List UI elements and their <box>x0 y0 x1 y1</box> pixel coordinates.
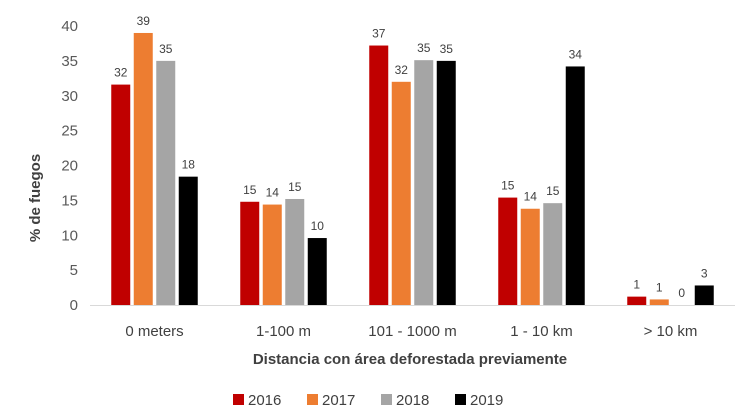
y-tick-label: 5 <box>70 262 78 279</box>
data-label-2017-3: 14 <box>524 190 538 204</box>
x-category-label: 0 meters <box>125 323 183 340</box>
bar-2016-0 <box>111 84 131 305</box>
data-label-2019-0: 18 <box>182 158 196 172</box>
legend-label-2018: 2018 <box>396 392 429 409</box>
bar-2017-1 <box>262 204 282 305</box>
bar-2018-1 <box>285 198 305 305</box>
bar-2019-1 <box>307 238 327 305</box>
x-category-label: 1-100 m <box>256 323 311 340</box>
data-label-2018-2: 35 <box>417 41 431 55</box>
bar-2016-1 <box>240 201 260 305</box>
bar-2019-3 <box>565 66 585 305</box>
legend-label-2019: 2019 <box>470 392 503 409</box>
legend-label-2016: 2016 <box>248 392 281 409</box>
x-category-label: 101 - 1000 m <box>368 323 456 340</box>
y-axis-ticks: 0 5 10 15 20 25 30 35 40 <box>61 18 78 314</box>
bars <box>111 32 714 305</box>
bar-2017-4 <box>649 299 669 305</box>
bar-2018-3 <box>543 203 563 305</box>
x-axis-title: Distancia con área deforestada previamen… <box>253 351 567 368</box>
legend-swatch-2016 <box>233 394 244 405</box>
bar-2019-0 <box>178 176 198 305</box>
legend: 2016 2017 2018 2019 <box>233 392 503 409</box>
legend-swatch-2019 <box>455 394 466 405</box>
data-label-2016-2: 37 <box>372 27 386 41</box>
data-label-2016-0: 32 <box>114 66 128 80</box>
data-label-2017-0: 39 <box>137 14 151 28</box>
y-tick-label: 40 <box>61 18 78 35</box>
y-tick-label: 0 <box>70 297 78 314</box>
data-label-2018-3: 15 <box>546 184 560 198</box>
legend-swatch-2018 <box>381 394 392 405</box>
y-tick-label: 30 <box>61 88 78 105</box>
data-label-2017-2: 32 <box>395 63 409 77</box>
data-label-2019-3: 34 <box>569 47 583 61</box>
y-tick-label: 10 <box>61 227 78 244</box>
bar-2018-0 <box>156 60 176 305</box>
data-label-2016-3: 15 <box>501 179 515 193</box>
bar-2019-4 <box>694 285 714 305</box>
data-label-2018-4: 0 <box>678 286 685 300</box>
data-label-2017-4: 1 <box>656 280 663 294</box>
y-tick-label: 15 <box>61 192 78 209</box>
data-label-2019-2: 35 <box>440 42 454 56</box>
x-category-label: 1 - 10 km <box>510 323 573 340</box>
data-label-2016-1: 15 <box>243 183 257 197</box>
data-label-2017-1: 14 <box>266 186 280 200</box>
bar-2019-2 <box>436 60 456 305</box>
bar-2016-3 <box>498 197 518 305</box>
data-label-2018-1: 15 <box>288 180 302 194</box>
x-axis-categories: 0 meters 1-100 m 101 - 1000 m 1 - 10 km > 10… <box>125 323 697 340</box>
x-category-label: > 10 km <box>644 323 698 340</box>
legend-swatch-2017 <box>307 394 318 405</box>
data-label-2019-4: 3 <box>701 266 708 280</box>
y-tick-label: 25 <box>61 123 78 140</box>
data-label-2018-0: 35 <box>159 42 173 56</box>
bar-2018-2 <box>414 60 434 305</box>
data-label-2016-4: 1 <box>633 278 640 292</box>
bar-2017-0 <box>133 32 153 305</box>
legend-label-2017: 2017 <box>322 392 355 409</box>
bar-2016-2 <box>369 45 389 305</box>
bar-2017-3 <box>520 208 540 305</box>
y-axis-title: % de fuegos <box>27 154 44 242</box>
y-tick-label: 35 <box>61 53 78 70</box>
data-label-2019-1: 10 <box>311 219 325 233</box>
y-tick-label: 20 <box>61 158 78 175</box>
bar-2017-2 <box>391 81 411 305</box>
bar-2016-4 <box>627 296 647 305</box>
